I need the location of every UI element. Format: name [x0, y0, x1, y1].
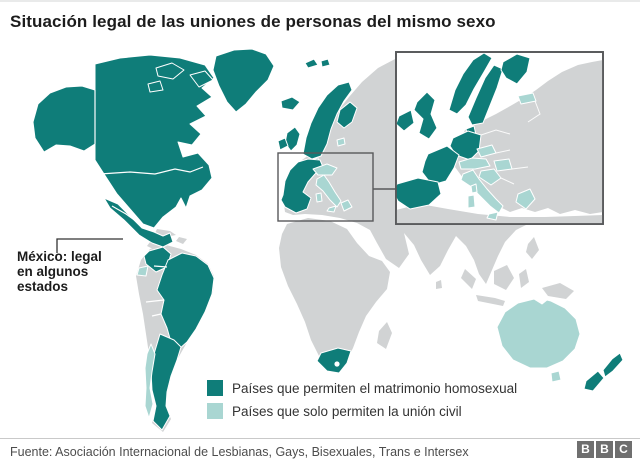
map-regions-civil-union [136, 137, 581, 419]
map-regions-marriage [32, 48, 624, 431]
bbc-logo-letter: B [577, 441, 594, 458]
mexico-callout-line [56, 238, 123, 253]
footer-divider [0, 438, 640, 439]
marriage-color-swatch [207, 380, 223, 396]
civil-union-color-swatch [207, 403, 223, 419]
bbc-logo-letter: B [596, 441, 613, 458]
legend-label-marriage: Países que permiten el matrimonio homose… [232, 380, 518, 396]
europe-zoom-source-box [277, 152, 374, 222]
legend-item-civil-union: Países que solo permiten la unión civil [207, 403, 517, 419]
europe-inset-map [395, 51, 604, 225]
bbc-logo-letter: C [615, 441, 632, 458]
page-title: Situación legal de las uniones de person… [10, 12, 496, 31]
map-legend: Países que permiten el matrimonio homose… [207, 380, 517, 426]
bbc-logo: B B C [577, 441, 634, 458]
mexico-annotation: México: legal en algunos estados [17, 249, 102, 294]
source-text: Fuente: Asociación Internacional de Lesb… [10, 445, 469, 459]
map-country-borders [94, 90, 204, 317]
legend-item-marriage: Países que permiten el matrimonio homose… [207, 380, 517, 396]
legend-label-civil-union: Países que solo permiten la unión civil [232, 403, 462, 419]
